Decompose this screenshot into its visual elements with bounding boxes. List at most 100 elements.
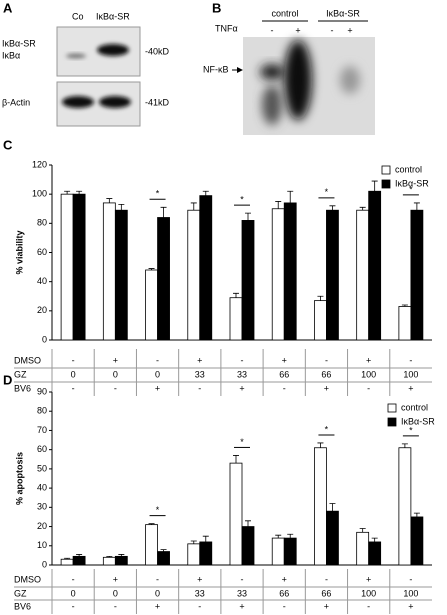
bar [283, 202, 297, 341]
error-bar [190, 202, 197, 211]
significance-mark: * [156, 189, 160, 199]
bar [157, 217, 170, 341]
error-bar [76, 554, 83, 557]
table-cell: - [367, 383, 370, 393]
error-bar [202, 535, 209, 542]
table-row-label: DMSO [14, 574, 41, 584]
bar [368, 541, 382, 566]
error-bar [245, 212, 251, 221]
table-cell: + [324, 383, 329, 393]
error-bar [317, 295, 324, 301]
error-bar [329, 503, 336, 512]
error-bar [413, 512, 420, 517]
bar [114, 209, 128, 341]
group-label: control [271, 8, 298, 18]
y-tick-label: 60 [37, 444, 47, 454]
legend-label: control [401, 402, 428, 412]
bar [60, 558, 74, 566]
error-bar [287, 533, 294, 539]
table-cell: - [72, 574, 75, 584]
bar [314, 300, 327, 341]
blot-band [62, 96, 94, 108]
table-cell: 100 [403, 369, 418, 379]
panel-letter: B [212, 0, 221, 15]
table-cell: - [156, 355, 159, 365]
bar [72, 555, 86, 566]
bar [157, 551, 170, 566]
y-tick-label: 80 [37, 406, 47, 416]
size-label: -41kD [145, 97, 170, 107]
table-cell: + [324, 601, 329, 611]
significance-mark: * [240, 437, 244, 447]
bar [187, 209, 201, 341]
gel-band [260, 64, 284, 80]
bar [398, 306, 412, 341]
error-bar [148, 268, 155, 270]
table-cell: 100 [361, 588, 376, 598]
error-bar [233, 455, 239, 464]
significance-mark: * [156, 505, 160, 515]
error-bar [401, 304, 408, 307]
bar [356, 531, 370, 566]
table-cell: - [325, 355, 328, 365]
bar [398, 447, 412, 566]
error-bar [287, 190, 294, 203]
bar [229, 297, 243, 341]
row-label: IκBα-SR [2, 38, 36, 48]
table-cell: - [114, 383, 117, 393]
table-cell: 100 [361, 369, 376, 379]
bar [326, 209, 339, 341]
error-bar [64, 557, 71, 560]
y-tick-label: 0 [42, 334, 47, 344]
group-label: IκBα-SR [326, 8, 360, 18]
bar [241, 220, 255, 341]
panel-letter: A [3, 0, 13, 15]
table-cell: - [198, 383, 201, 393]
significance-mark: * [409, 184, 413, 194]
error-bar [413, 202, 420, 211]
table-cell: + [239, 601, 244, 611]
error-bar [160, 549, 167, 552]
error-bar [160, 206, 167, 218]
y-tick-label: 20 [37, 305, 47, 315]
table-cell: 0 [155, 588, 160, 598]
error-bar [329, 205, 336, 211]
error-bar [371, 537, 378, 542]
table-cell: + [197, 355, 202, 365]
table-cell: - [409, 355, 412, 365]
table-cell: + [113, 355, 118, 365]
table-cell: - [114, 601, 117, 611]
lane-label: - [331, 25, 334, 35]
bar [145, 524, 158, 566]
legend-swatch [381, 165, 391, 175]
lane-label: Co [72, 11, 84, 21]
error-bar [118, 554, 125, 557]
bar [314, 447, 327, 566]
table-cell: + [282, 355, 287, 365]
y-tick-label: 70 [37, 425, 47, 435]
lane-label: - [271, 25, 274, 35]
band-label: NF-κB [203, 64, 229, 74]
bar [410, 209, 424, 341]
error-bar [371, 180, 378, 192]
panel-letter: C [3, 137, 13, 152]
bar [356, 209, 370, 341]
y-tick-label: 80 [37, 218, 47, 228]
row-label: β-Actin [2, 97, 30, 107]
y-tick-label: 30 [37, 502, 47, 512]
bar [145, 269, 158, 341]
bar [271, 208, 285, 341]
table-cell: + [366, 574, 371, 584]
error-bar [118, 203, 125, 211]
bar [241, 526, 255, 566]
error-bar [202, 190, 209, 196]
table-cell: + [197, 574, 202, 584]
y-tick-label: 100 [32, 189, 47, 199]
table-cell: + [408, 601, 413, 611]
table-cell: - [72, 601, 75, 611]
blot-band [99, 96, 131, 108]
table-cell: + [282, 574, 287, 584]
lane-label: IκBα-SR [96, 11, 130, 21]
table-cell: + [408, 383, 413, 393]
table-cell: + [113, 574, 118, 584]
